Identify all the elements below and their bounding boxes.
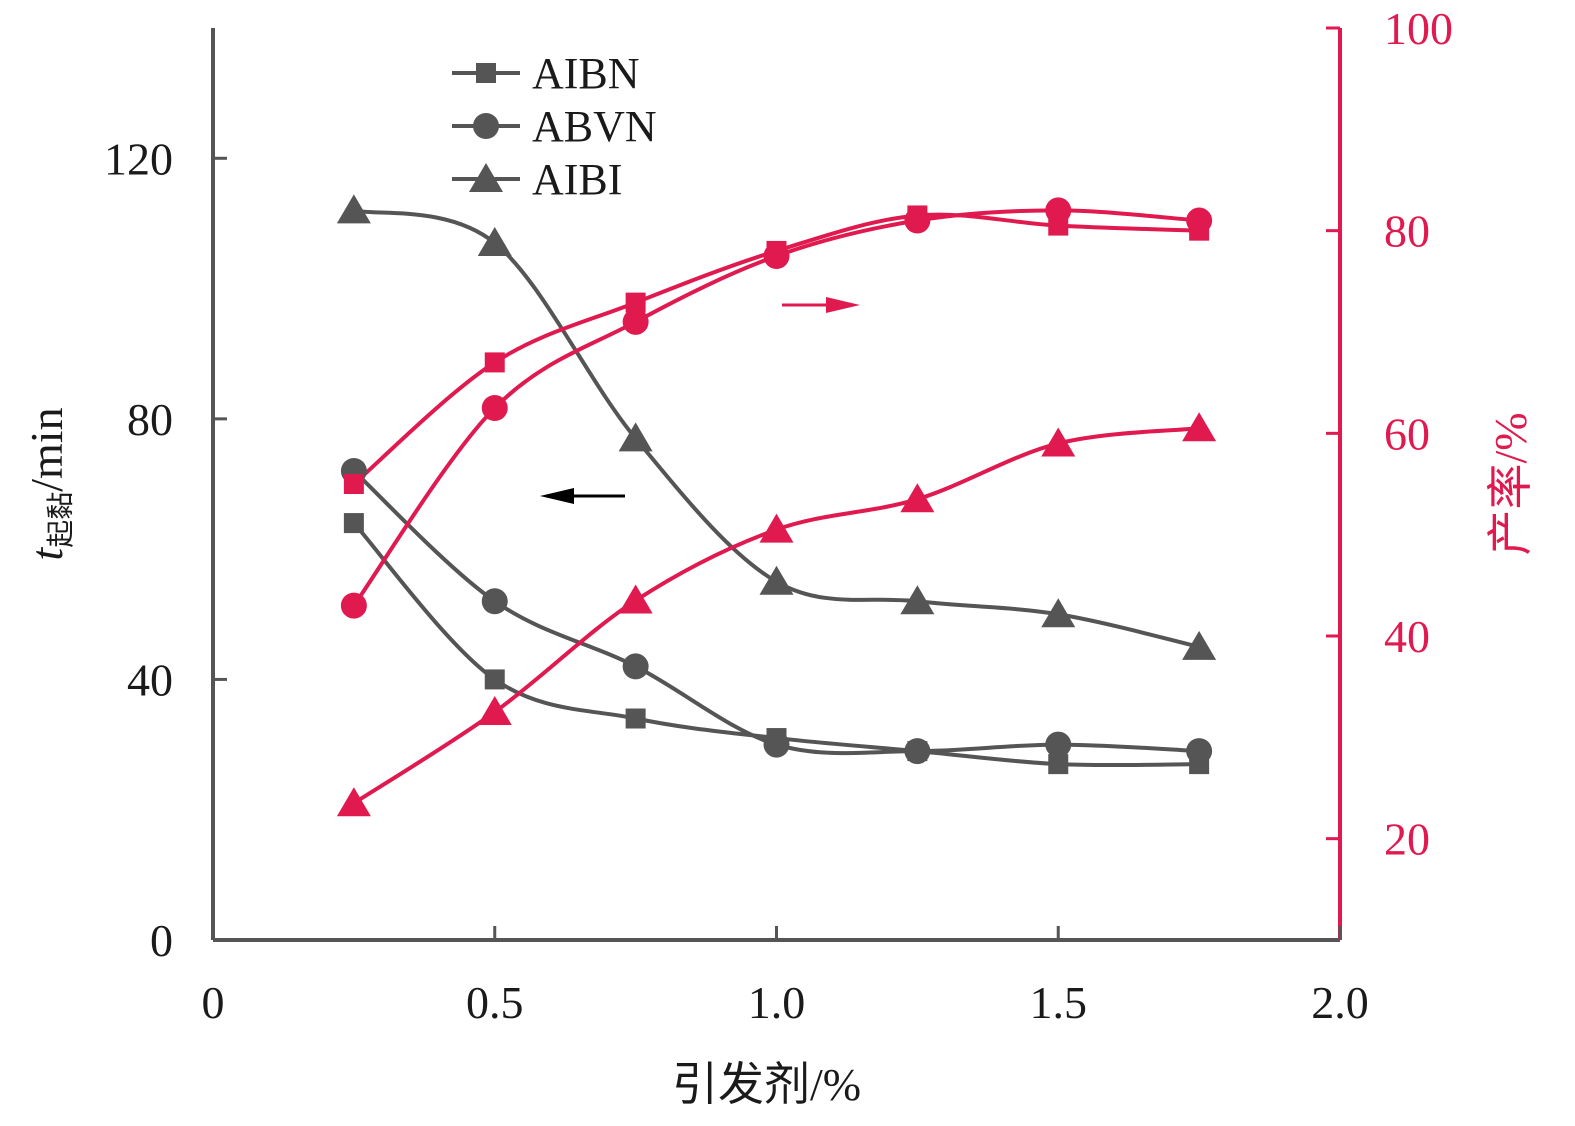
data-point-right-aibi xyxy=(1041,427,1076,457)
data-point-right-abvn xyxy=(1186,207,1213,234)
left-y-tick-label: 40 xyxy=(127,654,173,705)
data-point-left-aibn xyxy=(484,669,505,690)
series-line-left-abvn xyxy=(352,469,1200,756)
left-y-tick-label: 0 xyxy=(150,915,173,966)
data-point-right-aibi xyxy=(900,483,935,513)
left-y-tick-label: 120 xyxy=(104,133,173,184)
legend-label-aibn: AIBN xyxy=(532,49,640,98)
data-point-left-abvn xyxy=(1045,731,1072,758)
data-point-right-aibn xyxy=(343,474,364,494)
data-point-left-aibi xyxy=(1182,630,1217,660)
right-y-tick-label: 80 xyxy=(1384,206,1430,257)
annotations xyxy=(540,297,860,504)
data-point-left-abvn xyxy=(622,653,649,680)
series-curves xyxy=(352,208,1200,805)
x-tick-label: 0.5 xyxy=(466,977,524,1028)
data-point-left-aibi xyxy=(477,226,512,256)
data-point-right-abvn xyxy=(622,308,649,335)
data-point-right-aibn xyxy=(484,352,505,373)
data-point-right-aibi xyxy=(618,584,653,614)
data-point-left-abvn xyxy=(904,738,931,765)
data-point-left-abvn xyxy=(1186,738,1213,765)
data-point-left-aibn xyxy=(625,708,646,729)
data-point-right-abvn xyxy=(481,395,508,421)
data-point-right-aibn xyxy=(625,292,646,313)
series-line-right-abvn xyxy=(352,208,1200,607)
data-point-right-abvn xyxy=(1045,197,1072,224)
data-point-right-aibi xyxy=(477,696,512,725)
data-point-right-abvn xyxy=(763,243,790,269)
right-y-axis-title: 产率/% xyxy=(1485,412,1536,555)
data-point-right-aibi xyxy=(1182,412,1217,442)
legend-marker-abvn xyxy=(473,113,499,139)
left-y-axis-title: t起黏/min xyxy=(21,407,77,560)
x-tick-label: 0 xyxy=(202,977,225,1028)
right-y-tick-label: 60 xyxy=(1384,408,1430,459)
data-point-left-aibi xyxy=(618,422,653,452)
data-point-right-abvn xyxy=(904,207,931,234)
data-point-left-aibi xyxy=(1041,598,1076,628)
x-axis-title: 引发剂/% xyxy=(672,1059,861,1110)
right-y-tick-label: 100 xyxy=(1384,3,1453,54)
data-point-left-aibn xyxy=(1048,754,1069,775)
data-point-right-aibi xyxy=(336,787,371,817)
data-point-right-abvn xyxy=(340,592,367,619)
right-y-tick-label: 20 xyxy=(1384,814,1430,865)
x-tick-label: 1.0 xyxy=(748,977,806,1028)
axes xyxy=(211,26,1342,942)
legend-marker-aibn xyxy=(476,63,496,83)
x-tick-label: 2.0 xyxy=(1311,977,1369,1028)
left-y-tick-label: 80 xyxy=(127,394,173,445)
series-markers xyxy=(336,194,1217,817)
left-axis-arrow-head xyxy=(540,488,574,504)
data-point-left-aibi xyxy=(759,565,794,595)
legend-label-aibi: AIBI xyxy=(532,155,622,204)
right-y-tick-label: 40 xyxy=(1384,611,1430,662)
x-tick-label: 1.5 xyxy=(1030,977,1088,1028)
data-point-left-abvn xyxy=(481,588,508,615)
legend-label-abvn: ABVN xyxy=(532,102,657,151)
axis-labels: 0 0.5 1.0 1.5 2.0 0 40 80 120 20 40 60 80 100 引发剂/% t起黏… xyxy=(21,3,1536,1110)
data-point-right-aibi xyxy=(759,513,794,543)
right-axis-arrow-head xyxy=(826,297,860,313)
data-point-left-abvn xyxy=(763,731,790,758)
data-point-left-aibi xyxy=(336,194,371,224)
data-point-left-aibi xyxy=(900,585,935,615)
data-point-left-aibn xyxy=(343,513,364,534)
legend-marker-aibi xyxy=(469,163,503,192)
